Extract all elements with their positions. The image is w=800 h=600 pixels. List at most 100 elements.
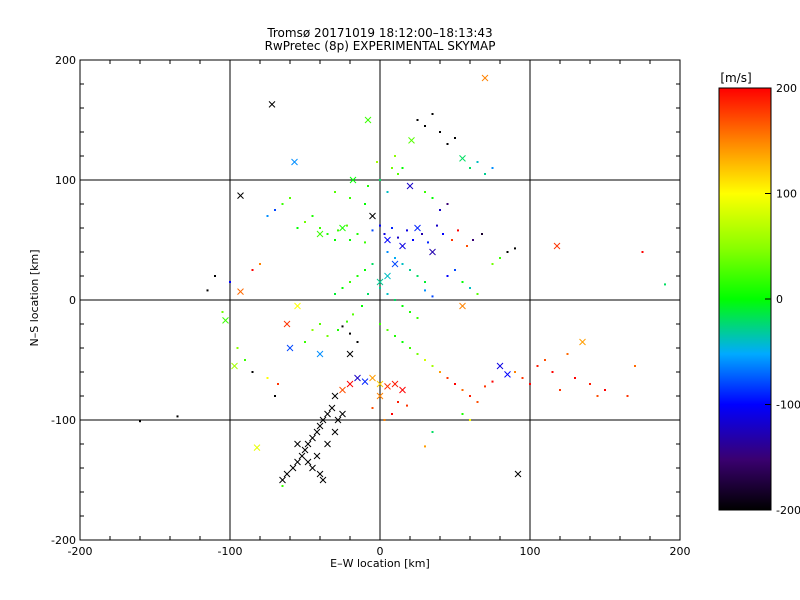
data-point-dot [337, 329, 339, 331]
data-point-dot [397, 173, 399, 175]
data-point-dot [416, 353, 419, 355]
data-point-cross [253, 444, 261, 451]
data-point-cross [376, 392, 384, 400]
chart-title: Tromsø 20171019 18:12:00–18:13:43 [266, 26, 492, 40]
data-point-cross [459, 155, 466, 162]
data-point-cross [231, 362, 238, 370]
data-point-dot [431, 431, 434, 433]
grid-lines [80, 60, 680, 540]
data-point-dot [451, 239, 453, 241]
data-point-dot [469, 167, 471, 169]
data-point-cross [346, 380, 354, 388]
data-point-dot [472, 239, 474, 241]
y-tick-label: 0 [69, 294, 76, 307]
data-point-cross [268, 101, 276, 108]
data-point-cross [553, 242, 561, 250]
data-point-dot [424, 125, 426, 127]
data-point-dot [236, 347, 239, 349]
data-point-dot [379, 323, 381, 325]
data-point-dot [416, 119, 419, 121]
data-point-dot [424, 281, 426, 283]
data-point-dot [361, 305, 363, 307]
data-point-dot [416, 275, 419, 277]
data-point-dot [424, 289, 426, 292]
data-point-dot [221, 311, 224, 313]
data-point-cross [331, 392, 339, 400]
data-point-dot [641, 251, 644, 253]
data-point-dot [566, 353, 569, 355]
data-point-dot [277, 383, 279, 385]
axis-ticks: -200 -100 0 100 200 -200 -100 0 100 200 [51, 54, 690, 558]
data-point-dot [371, 263, 374, 265]
data-point-dot [349, 332, 351, 335]
data-point-cross [294, 440, 301, 448]
data-point-dot [386, 191, 389, 193]
colorbar: [m/s] [718, 71, 772, 511]
x-tick-label: 0 [377, 545, 384, 558]
data-point-cross [399, 242, 406, 250]
data-point-cross [237, 288, 244, 295]
data-point-dot [274, 209, 276, 211]
data-point-cross [316, 470, 324, 478]
data-point-cross [237, 192, 244, 199]
colorbar-label: [m/s] [720, 71, 751, 85]
data-point-dot [394, 257, 396, 259]
data-point-cross [313, 428, 321, 436]
data-point-dot [379, 224, 381, 227]
data-point-dot [251, 269, 254, 271]
data-point-dot [476, 293, 479, 295]
data-point-dot [326, 335, 329, 337]
data-point-dot [379, 287, 381, 289]
data-point-dot [409, 347, 411, 349]
data-point-dot [431, 113, 434, 115]
data-point-dot [319, 323, 321, 325]
data-point-dot [436, 224, 438, 227]
data-point-cross [504, 371, 511, 378]
data-point-cross [279, 476, 286, 484]
data-point-dot [521, 377, 524, 379]
data-point-dot [337, 229, 339, 232]
data-point-dot [476, 161, 479, 163]
data-point-cross [316, 422, 324, 430]
data-point-cross [514, 470, 522, 478]
data-point-dot [251, 371, 254, 373]
data-point-dot [529, 383, 531, 385]
data-point-dot [397, 236, 399, 239]
data-point-dot [589, 383, 591, 385]
data-point-cross [291, 158, 298, 166]
data-point-dot [341, 325, 344, 328]
data-point-dot [484, 173, 486, 175]
data-point-dot [367, 293, 369, 295]
data-point-dot [296, 227, 299, 229]
data-point-dot [352, 313, 354, 316]
data-point-cross [376, 278, 384, 286]
data-point-cross [406, 182, 414, 190]
data-point-dot [394, 155, 396, 157]
data-point-dot [476, 401, 479, 403]
data-point-dot [454, 137, 456, 139]
colorbar-tick-label: -200 [776, 504, 800, 517]
data-point-cross [354, 374, 361, 382]
colorbar-ticks: -200 -100 0 100 200 [765, 82, 800, 517]
data-point-dot [481, 233, 483, 235]
data-point-cross [324, 440, 331, 448]
data-point-dot [484, 385, 486, 388]
data-point-dot [176, 415, 179, 418]
data-point-dot [379, 179, 381, 181]
data-point-cross [309, 434, 316, 442]
data-point-cross [319, 476, 327, 484]
data-point-dot [406, 404, 408, 407]
data-point-dot [397, 401, 399, 403]
data-point-dot [394, 335, 396, 337]
data-point-dot [376, 161, 378, 163]
colorbar-tick-label: 0 [776, 293, 783, 306]
data-point-dot [514, 371, 516, 373]
data-point-dot [274, 395, 276, 397]
data-point-cross [319, 416, 327, 424]
data-point-dot [596, 395, 599, 397]
data-point-cross [391, 260, 399, 268]
data-point-dot [206, 289, 209, 292]
data-point-cross [289, 464, 297, 472]
data-point-cross [339, 410, 346, 418]
